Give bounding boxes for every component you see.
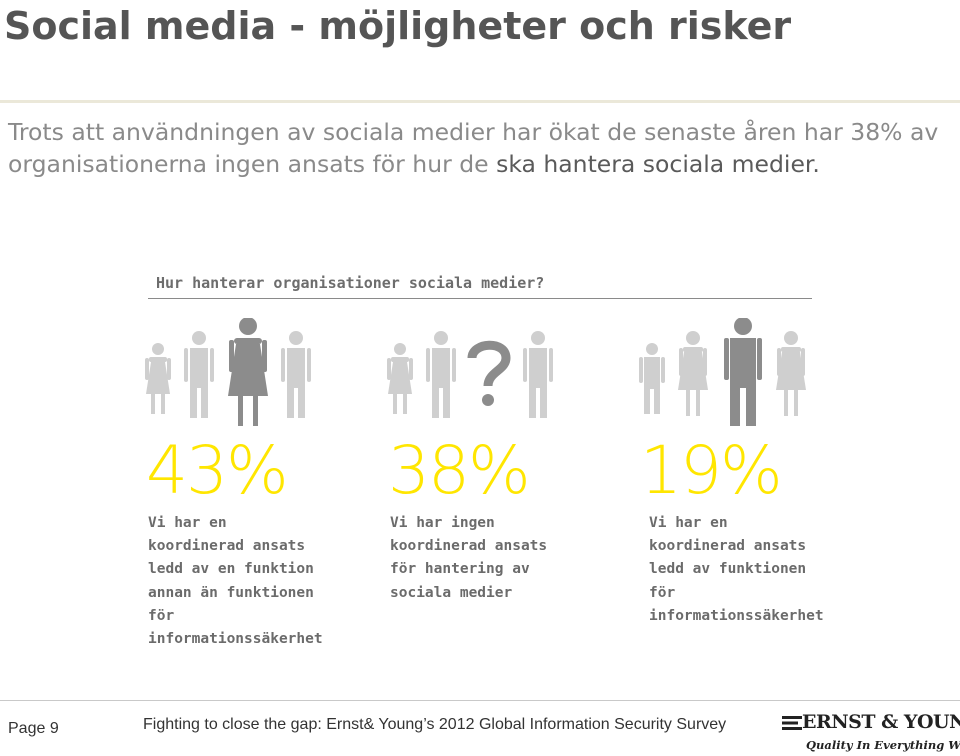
slide-title: Social media - möjligheter och risker (4, 4, 792, 48)
woman-icon (678, 331, 708, 416)
woman-icon (776, 331, 806, 416)
percent-group-1: 43% (146, 432, 289, 509)
lead-text: Trots att användningen av sociala medier… (8, 118, 939, 178)
title-divider (0, 100, 960, 103)
percent-group-3: 19% (640, 432, 783, 509)
footer-divider (0, 700, 960, 701)
infographic-divider (148, 298, 812, 299)
man-icon (281, 331, 311, 418)
woman-icon (145, 343, 171, 414)
percent-group-2: 38% (388, 432, 531, 509)
people-icons-group-1 (145, 318, 311, 426)
man-large-icon (724, 318, 762, 426)
question-mark-icon (467, 340, 511, 387)
description-group-3: Vi har en koordinerad ansats ledd av fun… (649, 515, 824, 624)
page-number: Page 9 (8, 720, 59, 737)
description-group-2: Vi har ingen koordinerad ansats för hant… (390, 515, 548, 601)
ey-logo-mark-icon (782, 716, 802, 730)
logo-tagline: Quality In Everything We Do (806, 738, 960, 752)
people-icons-group-3 (639, 318, 806, 426)
woman-large-icon (228, 318, 268, 426)
lead-highlight: ska hantera sociala medier. (496, 150, 820, 178)
woman-icon (387, 343, 413, 414)
people-icons-group-2 (387, 331, 553, 418)
company-logo: ERNST & YOUNG Quality In Everything We D… (780, 711, 960, 756)
lead-paragraph: Trots att användningen av sociala medier… (8, 116, 948, 180)
man-icon (426, 331, 456, 418)
question-mark-dot (482, 394, 494, 406)
man-icon (184, 331, 214, 418)
infographic-title: Hur hanterar organisationer sociala medi… (156, 274, 545, 292)
description-group-1: Vi har en koordinerad ansats ledd av en … (148, 515, 323, 648)
man-icon (523, 331, 553, 418)
man-icon (639, 343, 665, 414)
footer-source: Fighting to close the gap: Ernst& Young’… (143, 716, 727, 733)
logo-name: ERNST & YOUNG (802, 711, 960, 733)
